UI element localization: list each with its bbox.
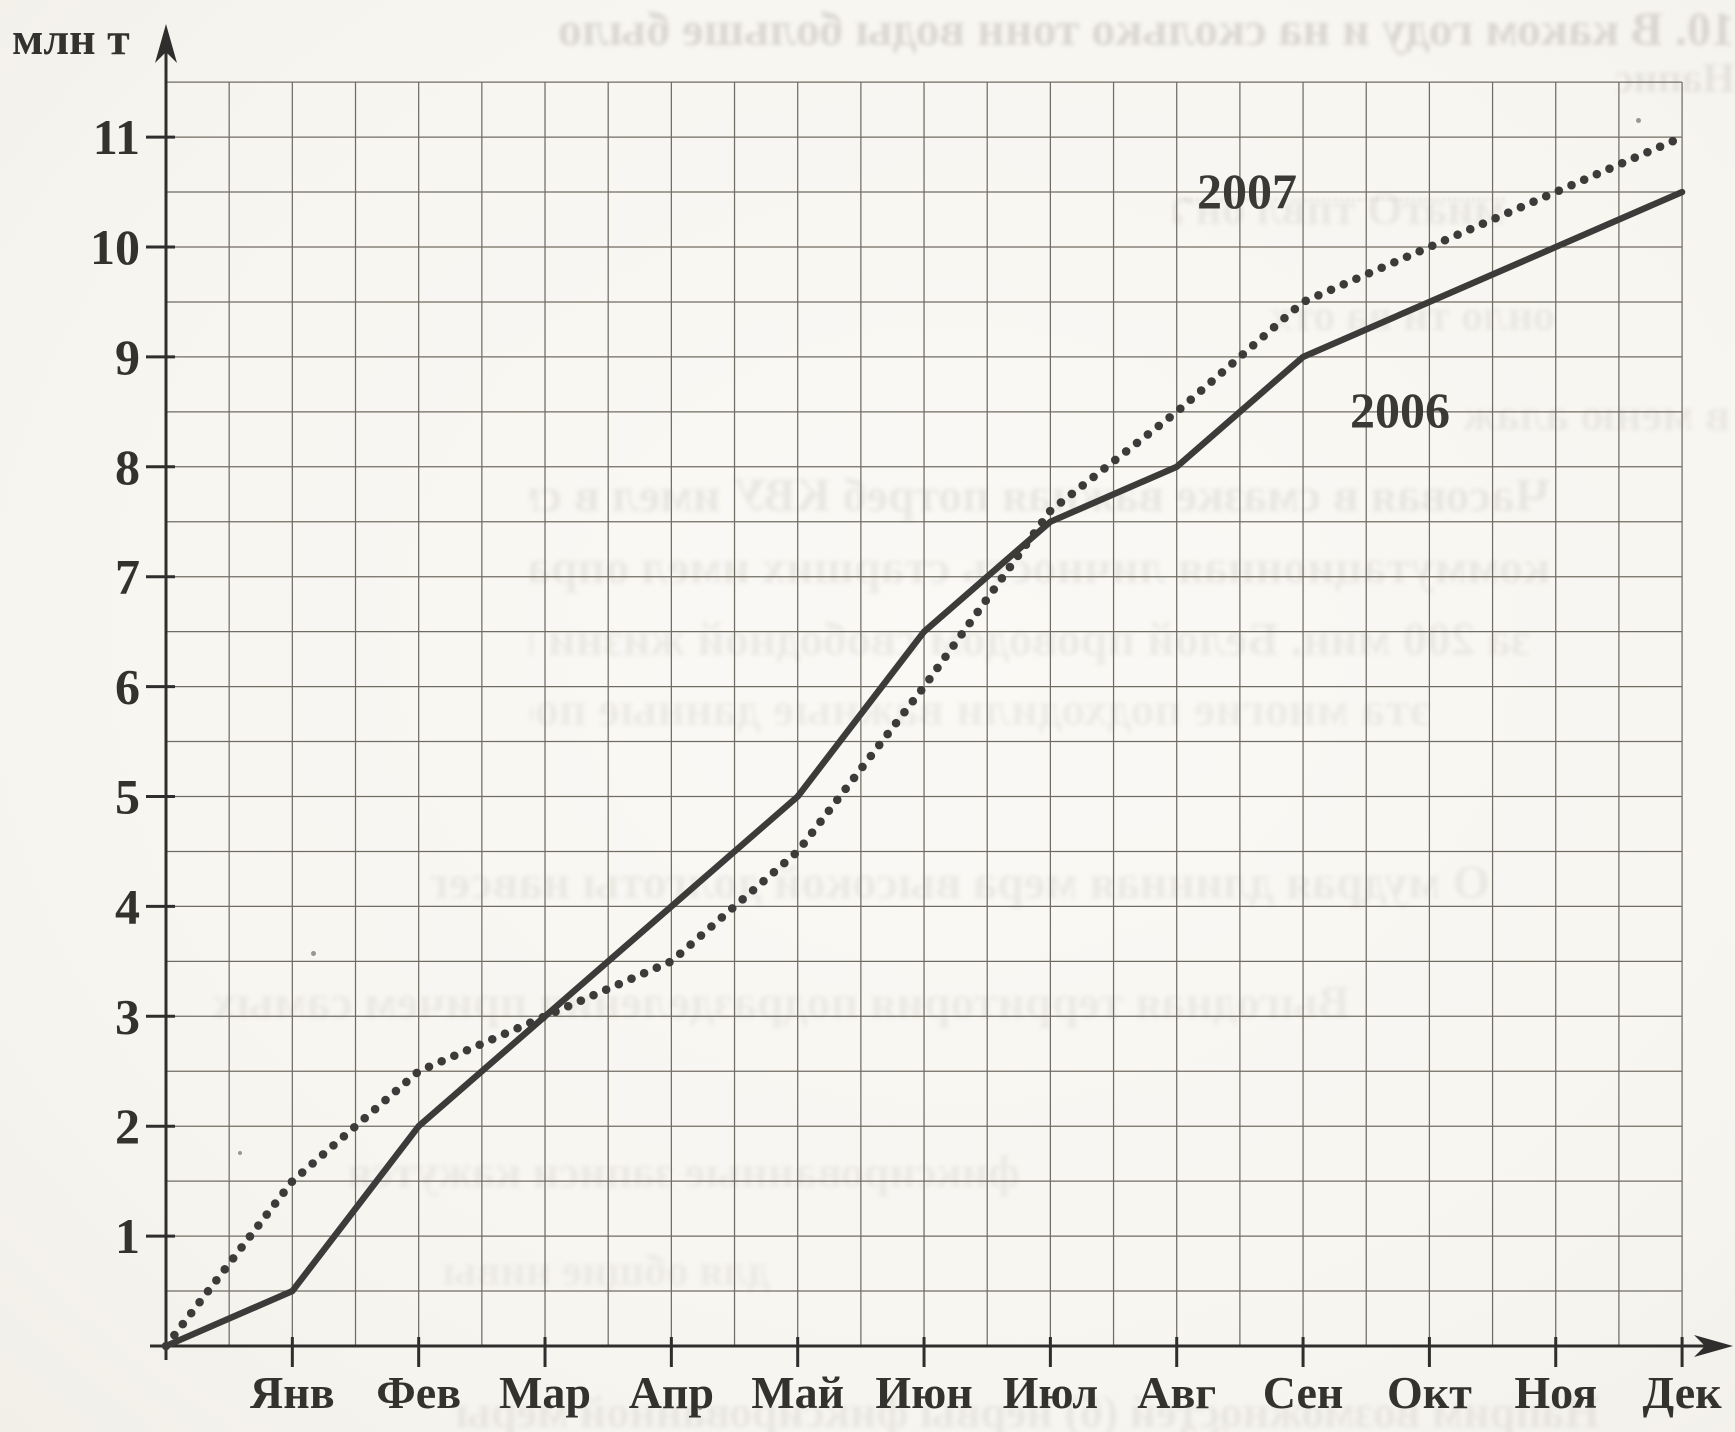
x-tick-label: Янв xyxy=(250,1367,335,1418)
y-tick-label: 3 xyxy=(115,988,140,1044)
x-tick-label: Июл xyxy=(1003,1367,1099,1418)
y-tick-label: 9 xyxy=(115,329,140,385)
x-tick-label: Мар xyxy=(499,1367,591,1418)
x-tick-label: Дек xyxy=(1643,1367,1723,1418)
series-layer xyxy=(161,132,1687,1351)
x-tick-label: Ноя xyxy=(1514,1367,1597,1418)
y-axis-arrow xyxy=(155,24,177,63)
x-tick-label: Авг xyxy=(1137,1367,1216,1418)
axes-layer xyxy=(146,24,1733,1367)
label-layer: Янв Фев Мар Апр Май Июн Июл Авг Сен Окт Ноя Дек 1 2 3 4… xyxy=(12,13,1722,1418)
y-tick-label: 11 xyxy=(93,109,140,165)
x-tick-label: Окт xyxy=(1387,1367,1472,1418)
x-tick-label: Май xyxy=(751,1367,844,1418)
series-label-2007: 2007 xyxy=(1197,163,1297,219)
x-axis-arrow xyxy=(1694,1335,1733,1357)
y-tick-label: 4 xyxy=(115,878,140,934)
y-axis-unit-label: млн т xyxy=(12,13,130,64)
series-label-2006: 2006 xyxy=(1350,382,1450,438)
x-tick-label: Июн xyxy=(875,1367,972,1418)
x-tick-label: Сен xyxy=(1263,1367,1344,1418)
y-tick-label: 7 xyxy=(115,549,140,605)
series-line-2007 xyxy=(161,132,1687,1351)
y-tick-label: 8 xyxy=(115,439,140,495)
y-tick-label: 1 xyxy=(115,1208,140,1264)
y-tick-label: 6 xyxy=(115,659,140,715)
y-tick-label: 5 xyxy=(115,769,140,825)
series-line-2006 xyxy=(162,188,1686,1350)
y-tick-label: 2 xyxy=(115,1098,140,1154)
x-tick-label: Фев xyxy=(376,1367,461,1418)
y-tick-label: 10 xyxy=(90,219,140,275)
x-tick-label: Апр xyxy=(629,1367,714,1418)
